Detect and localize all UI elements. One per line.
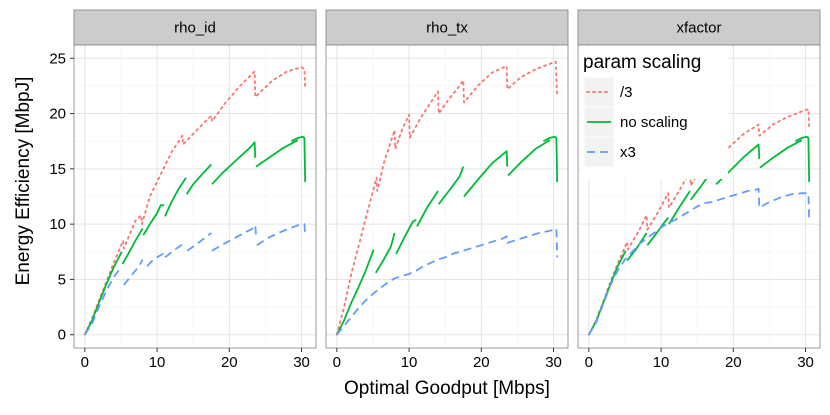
series-line-no-scaling [185, 163, 212, 195]
series-line-no-scaling [255, 139, 299, 168]
series-line-no-scaling [211, 141, 257, 185]
x-tick-label: 10 [401, 354, 418, 371]
facet-strip [73, 9, 317, 46]
x-tick-label: 0 [333, 354, 341, 371]
series-line-no-scaling [759, 139, 803, 169]
series-line-no-scaling [375, 232, 396, 274]
y-tick-label: 20 [49, 106, 66, 123]
facet-strip-label: xfactor [676, 20, 721, 37]
series-line-no-scaling [668, 190, 691, 225]
series-line-x3 [588, 187, 811, 336]
facet-strip [325, 9, 569, 46]
facet-strip [577, 9, 821, 46]
series-line-x3 [336, 227, 559, 336]
panel-border [577, 44, 821, 349]
series-line-x3 [146, 252, 165, 267]
facet-strip-label: rho_tx [426, 20, 468, 37]
y-tick-label: 5 [58, 271, 66, 288]
y-tick-label: 0 [58, 327, 66, 344]
series-line-no-scaling [164, 177, 187, 217]
series-line-no-scaling [416, 190, 439, 227]
series-line-no-scaling [83, 251, 123, 336]
legend-label: /3 [620, 84, 633, 101]
series-line-no-scaling [542, 135, 559, 183]
panel-border [73, 44, 317, 349]
x-tick-label: 20 [473, 354, 490, 371]
series-line-no-scaling [507, 139, 551, 177]
panel-rho-tx: rho_tx 0 10 20 30 [325, 9, 569, 371]
series-line-no-scaling [463, 150, 509, 198]
legend-label: x3 [620, 144, 636, 161]
series-line-x3 [211, 224, 257, 252]
legend-label: no scaling [620, 114, 688, 131]
series-line-x3 [186, 232, 212, 252]
series-line-no-scaling [142, 204, 165, 236]
series-line-3 [83, 66, 307, 336]
series-line-x3 [256, 223, 307, 246]
x-tick-label: 30 [797, 354, 814, 371]
x-tick-label: 30 [293, 354, 310, 371]
y-axis-title: Energy Efficiency [MbpJ] [13, 77, 34, 286]
y-tick-label: 15 [49, 161, 66, 178]
x-axis-title: Optimal Goodput [Mbps] [344, 378, 550, 399]
series-line-no-scaling [290, 135, 307, 183]
panel-border [325, 44, 569, 349]
facet-strip-label: rho_id [174, 20, 216, 37]
x-tick-label: 20 [221, 354, 238, 371]
panel-rho-id: rho_id 0 10 20 30 0 5 10 15 20 25 [49, 9, 317, 371]
series-line-no-scaling [395, 218, 417, 255]
series-line-3 [335, 60, 559, 336]
x-tick-label: 10 [653, 354, 670, 371]
series-line-x3 [84, 266, 122, 336]
y-tick-label: 10 [49, 216, 66, 233]
x-tick-label: 30 [545, 354, 562, 371]
y-tick-label: 25 [49, 50, 66, 67]
series-line-no-scaling [437, 166, 465, 205]
series-line-x3 [123, 259, 144, 286]
series-line-no-scaling [794, 135, 811, 183]
x-tick-label: 20 [725, 354, 742, 371]
series-line-x3 [164, 241, 187, 259]
series-line-no-scaling [335, 249, 375, 336]
x-tick-label: 0 [585, 354, 593, 371]
x-tick-label: 10 [149, 354, 166, 371]
x-tick-label: 0 [81, 354, 89, 371]
legend-title: param scaling [583, 52, 701, 73]
series-line-no-scaling [121, 228, 144, 265]
legend: param scaling/3 no scaling x3 [580, 47, 728, 179]
